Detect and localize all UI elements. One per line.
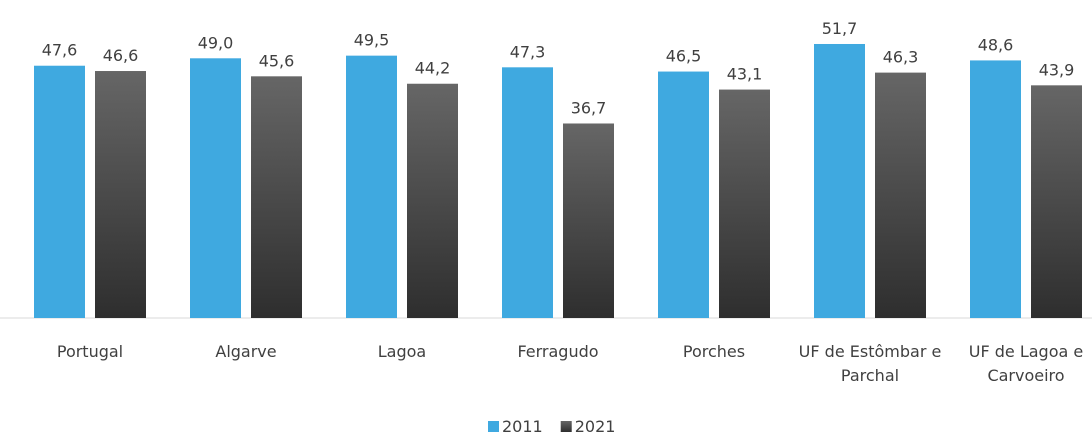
bar (95, 71, 146, 319)
bar (658, 71, 709, 318)
value-label: 47,3 (510, 42, 546, 61)
value-label: 51,7 (822, 19, 858, 38)
value-label: 48,6 (978, 35, 1014, 54)
value-label: 46,5 (666, 47, 702, 66)
legend-label: 2011 (502, 417, 543, 436)
bar (34, 65, 85, 318)
bar (407, 83, 458, 319)
value-label: 36,7 (571, 98, 607, 117)
x-tick-label: Porches (682, 342, 746, 361)
x-tick-label: Ferragudo (517, 342, 599, 361)
value-label: 47,6 (42, 41, 78, 60)
legend-swatch (488, 421, 499, 432)
x-tick-label: Portugal (56, 342, 124, 361)
bar (970, 60, 1021, 319)
x-tick-label: UF de Lagoa e Carvoeiro (968, 342, 1084, 385)
value-label: 49,5 (354, 31, 390, 50)
value-label: 49,0 (198, 33, 234, 52)
value-label: 43,9 (1039, 60, 1075, 79)
x-tick-label: UF de Estômbar e Parchal (798, 342, 942, 385)
x-tick-label: Lagoa (377, 342, 427, 361)
bar (875, 72, 926, 318)
value-label: 46,3 (883, 48, 919, 67)
bar (719, 89, 770, 318)
bar (251, 76, 302, 318)
bar (346, 55, 397, 319)
bar (190, 58, 241, 319)
bar (502, 67, 553, 318)
value-label: 44,2 (415, 59, 451, 78)
legend-swatch (560, 421, 572, 432)
value-label: 46,6 (103, 46, 139, 65)
bar (1031, 85, 1082, 318)
value-label: 43,1 (727, 65, 763, 84)
legend-label: 2021 (575, 417, 616, 436)
bar (563, 123, 614, 319)
value-label: 45,6 (259, 51, 295, 70)
bar (814, 43, 865, 319)
x-tick-label: Algarve (215, 342, 277, 361)
